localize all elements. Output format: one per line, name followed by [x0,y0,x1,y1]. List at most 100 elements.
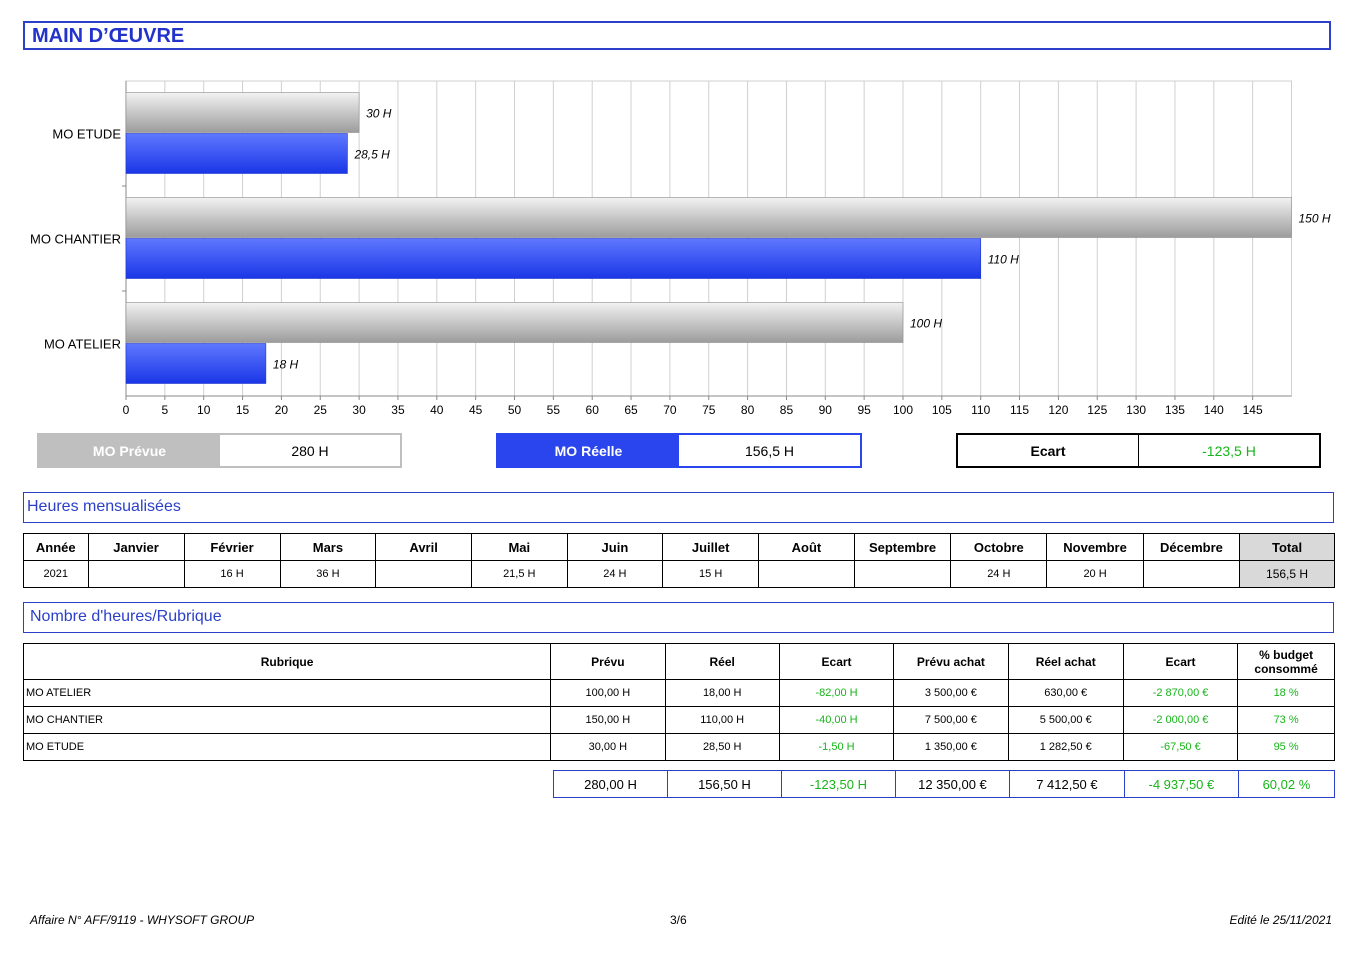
x-tick-label: 125 [1087,403,1107,417]
rubrique-header-cell: Prévu [550,643,666,680]
monthly-section-title: Heures mensualisées [27,498,181,515]
rubrique-cell: 7 500,00 € [893,706,1009,734]
footer-page-number: 3/6 [670,913,687,927]
rubrique-cell: 3 500,00 € [893,679,1009,707]
x-tick-label: 145 [1243,403,1263,417]
rubrique-cell: 30,00 H [550,733,666,761]
rubrique-cell: 28,50 H [664,733,780,761]
prevu-bar [125,197,1292,238]
monthly-header-cell: Mai [470,533,568,561]
monthly-value-cell: 20 H [1046,560,1144,588]
monthly-header-cell: Août [758,533,855,561]
x-tick-label: 5 [162,403,169,417]
rubrique-cell: 110,00 H [664,706,780,734]
category-label: MO ETUDE [52,127,121,142]
x-tick-label: 140 [1204,403,1224,417]
footer-edit-date: Edité le 25/11/2021 [1229,913,1332,927]
rubrique-section-header: Nombre d'heures/Rubrique [23,602,1334,633]
mo-reelle-summary: MO Réelle 156,5 H [496,433,862,468]
reel-bar [125,238,982,279]
rubrique-total-cell: -123,50 H [780,770,896,798]
reel-value-label: 110 H [988,253,1019,267]
ecart-value: -123,5 H [1202,442,1256,459]
rubrique-cell: -40,00 H [778,706,895,734]
rubrique-header-cell: Réel [664,643,780,680]
monthly-header-cell: Année [23,533,89,561]
x-tick-label: 90 [819,403,833,417]
x-tick-label: 95 [857,403,871,417]
prevu-value-label: 30 H [366,107,392,121]
x-tick-label: 75 [702,403,716,417]
reel-value-label: 28,5 H [353,148,390,162]
rubrique-cell: MO ATELIER [22,679,552,707]
monthly-value-cell [758,560,855,588]
rubrique-cell: -2 870,00 € [1122,679,1239,707]
monthly-header-cell: Juillet [662,533,760,561]
monthly-value-cell: 16 H [183,560,281,588]
monthly-header-cell: Décembre [1142,533,1241,561]
rubrique-total-cell: -4 937,50 € [1123,770,1239,798]
x-tick-label: 65 [624,403,638,417]
x-tick-label: 25 [314,403,328,417]
x-tick-label: 85 [780,403,794,417]
mo-prevue-value: 280 H [291,442,329,459]
reel-value-label: 18 H [273,358,299,372]
rubrique-cell: -2 000,00 € [1122,706,1239,734]
mo-reelle-label: MO Réelle [498,435,679,466]
x-tick-label: 80 [741,403,755,417]
ecart-summary: Ecart -123,5 H [956,433,1321,468]
prevu-bar [125,302,904,343]
rubrique-cell: 630,00 € [1007,679,1124,707]
prevu-value-label: 100 H [910,317,942,331]
monthly-header-cell: Avril [375,533,472,561]
monthly-value-cell: 156,5 H [1239,560,1335,588]
footer-affaire: Affaire N° AFF/9119 - WHYSOFT GROUP [30,913,255,927]
category-label: MO CHANTIER [30,232,121,247]
rubrique-totals-table: 280,00 H 156,50 H -123,50 H 12 350,00 €7 41… [553,770,1336,798]
monthly-value-cell [1142,560,1241,588]
monthly-value-cell [375,560,472,588]
page-title: MAIN D’ŒUVRE [32,25,185,47]
rubrique-cell: 150,00 H [550,706,666,734]
x-tick-label: 35 [391,403,405,417]
rubrique-header-cell: Rubrique [22,643,552,680]
monthly-header-cell: Juin [566,533,664,561]
x-tick-label: 20 [275,403,289,417]
rubrique-section-title: Nombre d'heures/Rubrique [30,608,222,625]
mo-prevue-label: MO Prévue [39,435,220,466]
prevu-bar [125,92,360,133]
monthly-header-cell: Novembre [1046,533,1144,561]
hours-bar-chart: 0 5 10 15 20 25 30 35 40 45 50 55 60 65 70 75 80 85 90 95 10… [30,80,1331,417]
rubrique-total-cell: 7 412,50 € [1008,770,1125,798]
x-tick-label: 45 [469,403,483,417]
rubrique-cell: 18 % [1237,679,1335,707]
monthly-header-cell: Mars [279,533,377,561]
mo-reelle-value: 156,5 H [744,442,795,459]
x-tick-label: 70 [663,403,677,417]
x-tick-label: 110 [971,403,990,417]
monthly-section-header: Heures mensualisées [23,492,1334,523]
rubrique-cell: 1 282,50 € [1007,733,1124,761]
rubrique-cell: -1,50 H [778,733,895,761]
rubrique-header-cell: Réel achat [1007,643,1124,680]
rubrique-cell: 5 500,00 € [1007,706,1124,734]
page-title-box: MAIN D’ŒUVRE [23,21,1331,50]
ecart-label: Ecart [958,435,1139,466]
rubrique-header-cell: % budget consommé [1237,643,1335,680]
category-label: MO ATELIER [44,337,121,352]
monthly-header-cell: Février [183,533,281,561]
monthly-hours-table: Année Janvier Février Mars Avril Mai Juin Juill… [23,533,1335,588]
monthly-header-cell: Janvier [87,533,185,561]
rubrique-cell: 1 350,00 € [893,733,1009,761]
monthly-header-cell: Septembre [853,533,952,561]
monthly-header-cell: Total [1239,533,1335,561]
x-tick-label: 40 [430,403,444,417]
monthly-value-cell: 36 H [279,560,377,588]
reel-bar [125,133,348,174]
x-tick-label: 15 [236,403,250,417]
rubrique-total-cell: 60,02 % [1237,770,1336,798]
rubrique-total-cell: 12 350,00 € [894,770,1010,798]
